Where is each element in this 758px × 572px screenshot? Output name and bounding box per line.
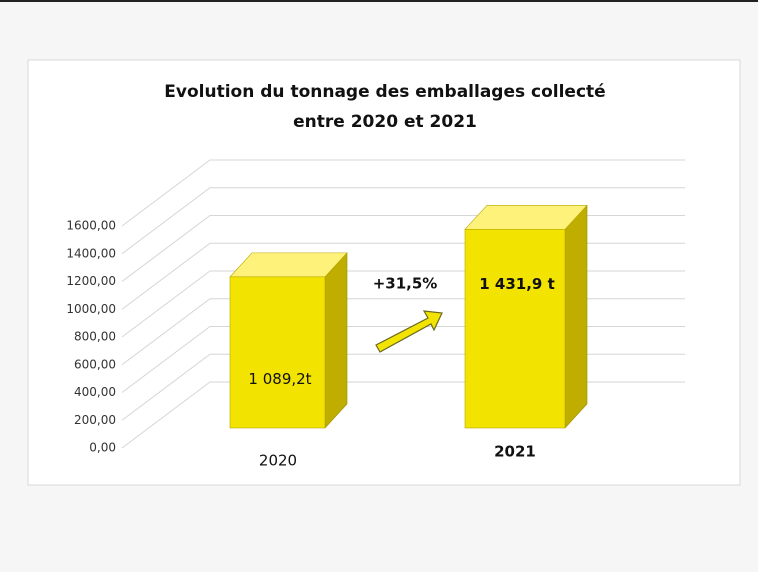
bars (229, 204, 588, 429)
bar-side (564, 204, 588, 429)
chart-frame (27, 59, 741, 486)
y-tick-label: 1400,00 (66, 246, 116, 260)
chart-title: entre 2020 et 2021 (293, 112, 477, 132)
y-tick-label: 400,00 (74, 385, 116, 399)
annotation: +31,5% (373, 275, 438, 293)
bar-side (324, 252, 348, 429)
x-tick-label: 2021 (494, 443, 536, 461)
bar-top (464, 205, 588, 230)
arrow (375, 310, 443, 353)
data-label: 1 431,9 t (479, 275, 555, 293)
grid-line (121, 159, 685, 227)
y-tick-label: 200,00 (74, 413, 116, 427)
bar (464, 229, 566, 429)
y-tick-label: 0,00 (89, 441, 116, 455)
data-label: 1 089,2t (248, 370, 311, 388)
y-tick-label: 600,00 (74, 357, 116, 371)
grid-line (121, 187, 685, 255)
y-tick-label: 1200,00 (66, 274, 116, 288)
x-tick-label: 2020 (259, 452, 297, 470)
y-tick-label: 1600,00 (66, 219, 116, 233)
y-tick-label: 800,00 (74, 330, 116, 344)
y-tick-label: 1000,00 (66, 302, 116, 316)
bar (229, 276, 326, 429)
chart-title: Evolution du tonnage des emballages coll… (164, 82, 605, 102)
